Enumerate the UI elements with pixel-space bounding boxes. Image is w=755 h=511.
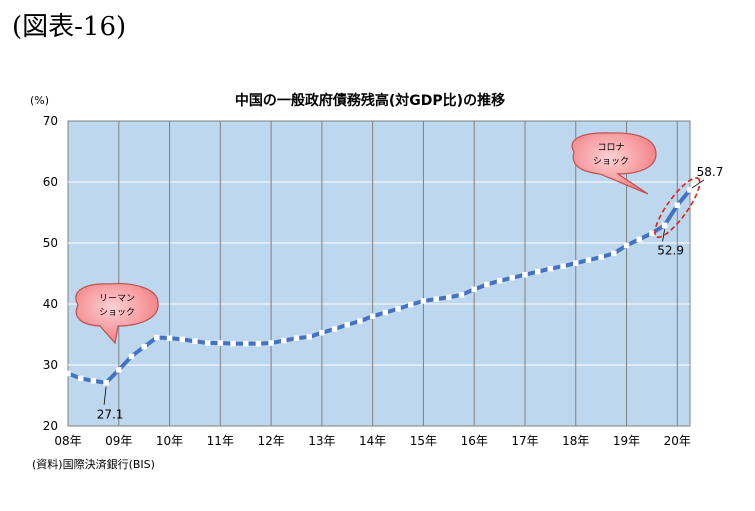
series-point <box>573 260 579 266</box>
series-point <box>255 340 262 347</box>
series-point <box>357 318 363 324</box>
y-axis-unit: (%) <box>30 94 49 107</box>
leader-52-9 <box>662 229 666 242</box>
x-tick-label: 09年 <box>105 434 132 448</box>
series-point <box>192 338 198 344</box>
series-point <box>90 378 97 384</box>
x-tick-label: 08年 <box>54 434 81 448</box>
series-point <box>369 313 376 319</box>
series-point <box>382 309 389 316</box>
series-point <box>522 271 528 278</box>
lehman-bubble <box>75 283 159 345</box>
series-point <box>306 334 312 340</box>
series-point <box>458 292 465 298</box>
y-axis-ticks: 20 30 40 50 60 70 <box>43 114 58 433</box>
series-point <box>331 326 338 332</box>
series-point <box>446 294 452 301</box>
chart-title: 中国の一般政府債務残高(対GDP比)の推移 <box>235 92 505 109</box>
series-point <box>420 298 427 304</box>
series-point <box>268 340 274 346</box>
data-label-52-9: 52.9 <box>657 243 684 257</box>
series-point <box>344 321 351 328</box>
x-tick-label: 17年 <box>511 434 538 448</box>
lehman-callout-line1: リーマン <box>99 294 135 304</box>
series-point <box>281 337 287 344</box>
series-point <box>77 375 84 382</box>
series-point <box>661 222 668 229</box>
series-point <box>141 343 147 350</box>
series-point <box>534 268 541 275</box>
y-tick-label: 30 <box>43 358 58 372</box>
series-point <box>217 340 224 346</box>
data-label-27-1: 27.1 <box>97 408 124 422</box>
series-point <box>611 250 617 257</box>
series-point <box>687 187 693 193</box>
series-point <box>636 236 642 243</box>
leader-27-1 <box>103 386 107 405</box>
series-point <box>230 340 236 347</box>
series-point <box>166 335 173 341</box>
series-point <box>674 202 681 208</box>
series-point <box>560 263 566 269</box>
series-point <box>154 334 160 341</box>
leader-58-7 <box>691 179 705 189</box>
series-point <box>623 242 630 249</box>
x-tick-label: 19年 <box>613 434 640 448</box>
x-tick-label: 18年 <box>562 434 589 448</box>
series-point <box>103 379 109 386</box>
series-point <box>65 370 71 377</box>
series-point <box>395 306 401 312</box>
x-tick-label: 16年 <box>461 434 488 448</box>
y-tick-label: 20 <box>43 419 58 433</box>
y-tick-label: 40 <box>43 297 58 311</box>
series-point <box>204 340 211 346</box>
series-point <box>407 301 414 308</box>
source-note: (資料)国際決済銀行(BIS) <box>32 457 155 471</box>
series-point <box>293 335 300 341</box>
debt-series <box>65 187 693 386</box>
series-point <box>509 275 516 281</box>
lehman-callout-line2: ショック <box>99 307 135 318</box>
series-point <box>547 265 554 272</box>
series-point <box>319 329 325 336</box>
series-point <box>585 257 592 263</box>
series-point <box>116 367 122 373</box>
series-point <box>598 254 604 260</box>
grid-lines <box>68 121 690 426</box>
series-point <box>484 281 490 288</box>
y-tick-label: 50 <box>43 236 58 250</box>
y-tick-label: 70 <box>43 114 58 128</box>
corona-callout-line2: ショック <box>593 156 629 167</box>
series-point <box>242 340 249 347</box>
x-axis-ticks: 08年 09年 10年 11年 12年 13年 14年 15年 16年 17年 18年 19年 20年 <box>54 434 691 448</box>
data-label-58-7: 58.7 <box>697 165 724 179</box>
corona-callout: コロナ ショック <box>571 132 657 195</box>
x-tick-label: 10年 <box>156 434 183 448</box>
x-tick-label: 13年 <box>308 434 335 448</box>
x-tick-label: 14年 <box>359 434 386 448</box>
lehman-callout: リーマン ショック <box>75 283 159 345</box>
corona-callout-line1: コロナ <box>597 142 624 153</box>
x-tick-label: 12年 <box>257 434 284 448</box>
series-point <box>649 230 655 236</box>
y-tick-label: 60 <box>43 175 58 189</box>
series-point <box>433 296 439 302</box>
annotation-leaders <box>103 179 705 405</box>
x-tick-label: 20年 <box>664 434 691 448</box>
x-tick-label: 11年 <box>207 434 234 448</box>
x-tick-label: 15年 <box>410 434 437 448</box>
series-point <box>496 278 503 284</box>
figure-label: (図表-16) <box>12 12 127 42</box>
series-point <box>128 353 135 360</box>
series-point <box>471 286 477 293</box>
series-point <box>179 336 185 343</box>
covid-highlight-ellipse <box>654 177 701 239</box>
corona-bubble <box>571 132 657 195</box>
